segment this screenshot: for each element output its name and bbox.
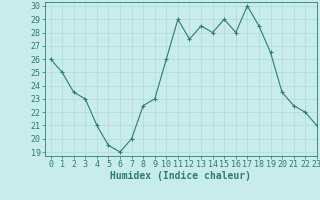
X-axis label: Humidex (Indice chaleur): Humidex (Indice chaleur) xyxy=(110,171,251,181)
